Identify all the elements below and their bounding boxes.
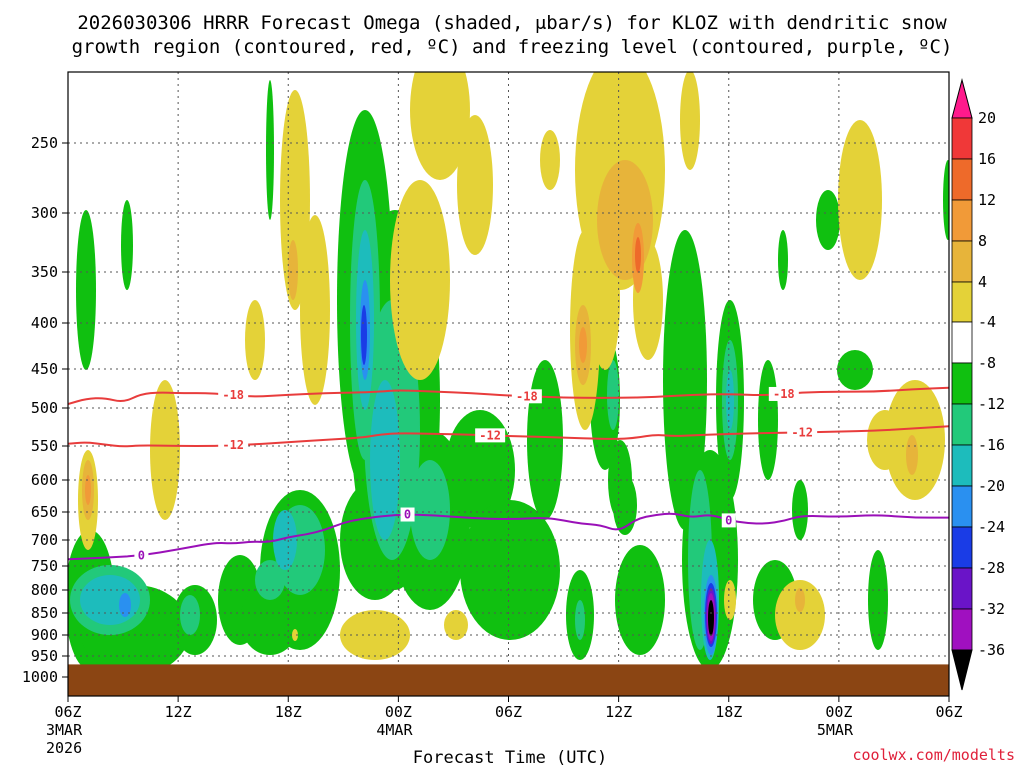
y-tick-label: 700 xyxy=(31,531,58,549)
colorbar-label: -12 xyxy=(978,395,1005,413)
colorbar-band xyxy=(951,608,973,651)
y-tick-label: 300 xyxy=(31,204,58,222)
colorbar-label: -8 xyxy=(978,354,996,372)
contour-label-bg xyxy=(475,428,506,443)
pressure-axis: 250 300 350 400 450 500 550 600 650 700 750 800 850 9… xyxy=(22,134,68,686)
colorbar-label: 12 xyxy=(978,191,996,209)
dendritic-top-contour-label: -18 xyxy=(516,389,538,403)
freezing-level-contour-label: 0 xyxy=(404,508,411,522)
colorbar-label: -28 xyxy=(978,559,1005,577)
y-tick-label: 750 xyxy=(31,557,58,575)
downward-motion-shading xyxy=(78,72,945,660)
contour-label-bg xyxy=(400,507,415,522)
y-tick-label: 950 xyxy=(31,647,58,665)
y-tick-label: 250 xyxy=(31,134,58,152)
dendritic-bottom-contour-label: -12 xyxy=(791,425,813,439)
colorbar-band xyxy=(951,240,973,283)
colorbar-label: -24 xyxy=(978,518,1005,536)
contour-label-bg xyxy=(787,425,818,440)
dendritic-bottom-contour-label: -12 xyxy=(479,428,501,442)
dendritic-bottom-contour xyxy=(68,425,949,448)
y-tick-label: 600 xyxy=(31,471,58,489)
x-tick-label: 06Z xyxy=(495,703,522,721)
chart-title-line-2: growth region (contoured, red, ºC) and f… xyxy=(72,36,953,58)
colorbar-band xyxy=(951,321,973,364)
x-tick-date: 3MAR xyxy=(46,721,83,739)
colorbar-label: 16 xyxy=(978,150,996,168)
terrain-below-ground xyxy=(68,664,949,696)
y-tick-label: 500 xyxy=(31,399,58,417)
y-tick-label: 800 xyxy=(31,581,58,599)
colorbar-label: 4 xyxy=(978,273,987,291)
freezing-level-contour xyxy=(68,512,949,561)
dendritic-bottom-contour-label: -12 xyxy=(222,438,244,452)
x-tick-label: 06Z xyxy=(54,703,81,721)
x-tick-label: 00Z xyxy=(385,703,412,721)
credit-link[interactable]: coolwx.com/modelts xyxy=(852,746,1015,764)
x-tick-label: 12Z xyxy=(605,703,632,721)
contour-label-bg xyxy=(511,389,542,404)
plot-area: -18 -18 -18 -12 -12 -12 0 0 0 xyxy=(68,72,949,696)
y-tick-label: 1000 xyxy=(22,668,58,686)
x-tick-label: 18Z xyxy=(715,703,742,721)
upward-motion-shading xyxy=(68,80,949,675)
x-axis-title: Forecast Time (UTC) xyxy=(413,748,607,768)
colorbar-band xyxy=(951,281,973,323)
y-tick-label: 900 xyxy=(31,626,58,644)
y-tick-label: 400 xyxy=(31,314,58,332)
freezing-level-contour-label: 0 xyxy=(138,549,145,563)
colorbar-band xyxy=(951,567,973,610)
colorbar-band xyxy=(951,117,973,160)
x-tick-label: 06Z xyxy=(935,703,962,721)
x-tick-label: 18Z xyxy=(275,703,302,721)
colorbar-band xyxy=(951,444,973,487)
contour-lines: -18 -18 -18 -12 -12 -12 0 0 0 xyxy=(68,386,949,563)
omega-shading xyxy=(68,72,949,675)
colorbar-band xyxy=(951,199,973,242)
plot-gridlines xyxy=(68,72,949,696)
contour-label-bg xyxy=(768,386,799,401)
colorbar-label: -20 xyxy=(978,477,1005,495)
y-tick-label: 450 xyxy=(31,360,58,378)
dendritic-top-contour-label: -18 xyxy=(222,388,244,402)
contour-label-bg xyxy=(218,438,249,453)
contour-label-bg xyxy=(134,548,149,563)
colorbar-label: -4 xyxy=(978,313,996,331)
y-tick-label: 350 xyxy=(31,263,58,281)
colorbar-band xyxy=(951,485,973,528)
colorbar-label: 20 xyxy=(978,109,996,127)
colorbar-label: -32 xyxy=(978,600,1005,618)
x-tick-date: 5MAR xyxy=(817,721,854,739)
contour-label-bg xyxy=(721,513,736,528)
colorbar-top-arrow xyxy=(951,78,973,119)
contour-label-bg xyxy=(218,388,249,403)
colorbar-label: -16 xyxy=(978,436,1005,454)
y-tick-label: 550 xyxy=(31,437,58,455)
freezing-level-contour-label: 0 xyxy=(725,513,732,527)
colorbar-band xyxy=(951,362,973,405)
x-tick-label: 00Z xyxy=(825,703,852,721)
colorbar-bottom-arrow xyxy=(951,649,973,691)
chart-title-line-1: 2026030306 HRRR Forecast Omega (shaded, … xyxy=(77,12,947,34)
colorbar-band xyxy=(951,158,973,201)
colorbar-band xyxy=(951,403,973,446)
y-tick-label: 850 xyxy=(31,604,58,622)
y-tick-label: 650 xyxy=(31,503,58,521)
x-tick-date: 4MAR xyxy=(376,721,413,739)
colorbar-band xyxy=(951,526,973,569)
colorbar: 20 16 12 8 4 -4 -8 -12 -16 -20 -24 -28 -32 -36 xyxy=(951,78,1005,691)
dendritic-top-contour xyxy=(68,386,949,406)
colorbar-label: 8 xyxy=(978,232,987,250)
dendritic-top-contour-label: -18 xyxy=(773,387,795,401)
x-tick-year: 2026 xyxy=(46,739,82,757)
x-tick-label: 12Z xyxy=(165,703,192,721)
colorbar-label: -36 xyxy=(978,641,1005,659)
